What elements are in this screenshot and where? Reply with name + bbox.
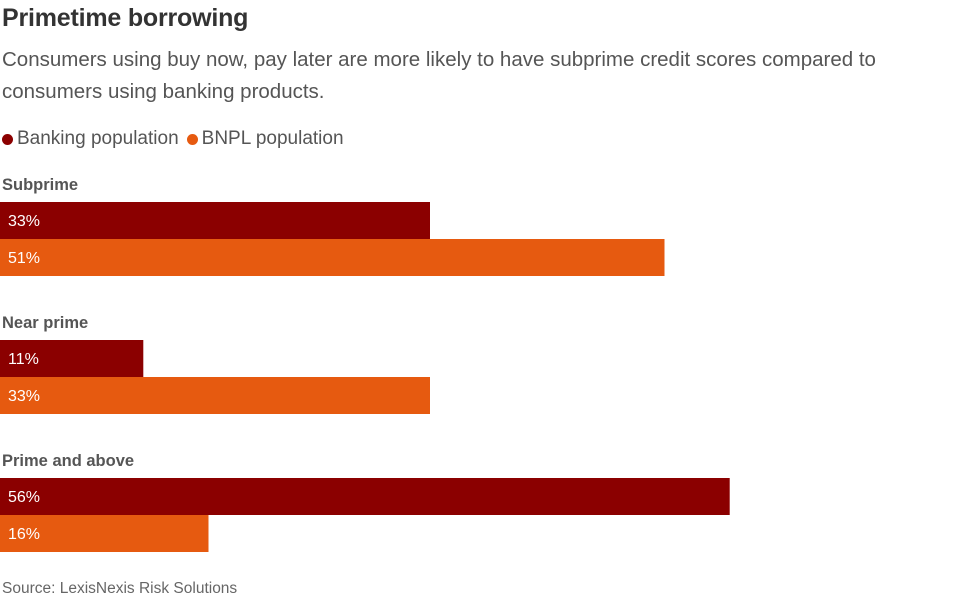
category-label-prime-and-above: Prime and above xyxy=(2,452,134,470)
bar-label-banking-1: 11% xyxy=(8,351,39,368)
legend: Banking population BNPL population xyxy=(2,128,352,150)
bar-label-banking-2: 56% xyxy=(8,489,40,506)
legend-swatch-banking xyxy=(2,133,13,145)
bar-label-bnpl-2: 16% xyxy=(8,526,40,543)
legend-label-banking: Banking population xyxy=(17,128,179,149)
category-label-subprime: Subprime xyxy=(2,176,78,194)
bar-label-banking-0: 33% xyxy=(8,213,40,230)
bar-banking-1 xyxy=(0,340,144,377)
legend-label-bnpl: BNPL population xyxy=(201,128,344,149)
bar-chart: Subprime 33% 51% Near prime 11% 33% Prime and … xyxy=(0,176,730,552)
legend-item-bnpl: BNPL population xyxy=(186,128,344,150)
source-note: Source: LexisNexis Risk Solutions xyxy=(2,580,238,597)
legend-item-banking: Banking population xyxy=(2,128,179,150)
bar-label-bnpl-1: 33% xyxy=(8,388,40,405)
bar-banking-2 xyxy=(0,478,730,515)
bar-banking-0 xyxy=(0,202,430,239)
bar-label-bnpl-0: 51% xyxy=(8,250,40,267)
bar-bnpl-1 xyxy=(0,377,430,414)
category-label-near-prime: Near prime xyxy=(2,314,88,332)
bar-bnpl-0 xyxy=(0,239,665,276)
chart-subtitle: Consumers using buy now, pay later are m… xyxy=(2,48,876,103)
chart-title: Primetime borrowing xyxy=(2,4,249,32)
legend-swatch-bnpl xyxy=(186,133,198,145)
bar-bnpl-2 xyxy=(0,515,209,552)
